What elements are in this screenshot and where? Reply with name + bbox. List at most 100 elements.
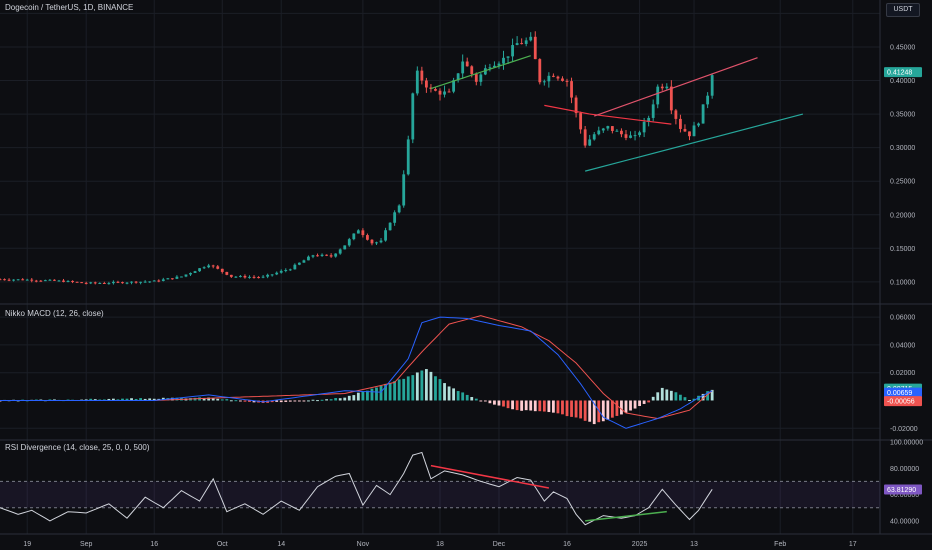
candle-body[interactable]: [75, 281, 79, 283]
candle-body[interactable]: [53, 279, 56, 281]
candle-body[interactable]: [89, 282, 93, 284]
candle-body[interactable]: [25, 279, 29, 281]
candle-body[interactable]: [574, 97, 578, 114]
candle-body[interactable]: [470, 66, 474, 75]
candle-body[interactable]: [366, 235, 369, 240]
candle-body[interactable]: [311, 255, 315, 257]
candle-body[interactable]: [415, 70, 419, 94]
candle-body[interactable]: [121, 282, 124, 284]
candle-body[interactable]: [551, 75, 555, 77]
trendline[interactable]: [589, 113, 672, 125]
candle-body[interactable]: [48, 279, 52, 281]
candle-body[interactable]: [601, 128, 605, 131]
candle-body[interactable]: [198, 268, 201, 272]
candle-body[interactable]: [533, 36, 537, 60]
candle-body[interactable]: [538, 59, 542, 83]
candle-body[interactable]: [688, 131, 691, 137]
candle-body[interactable]: [547, 75, 551, 82]
candle-body[interactable]: [62, 280, 65, 282]
candle-body[interactable]: [134, 281, 138, 283]
candle-body[interactable]: [511, 45, 514, 57]
candle-body[interactable]: [701, 104, 705, 124]
candle-body[interactable]: [161, 279, 165, 282]
candle-body[interactable]: [656, 86, 660, 105]
candle-body[interactable]: [642, 121, 646, 133]
candle-body[interactable]: [406, 139, 410, 175]
candle-body[interactable]: [297, 262, 301, 265]
candle-body[interactable]: [252, 276, 256, 278]
candle-body[interactable]: [706, 95, 710, 105]
rsi-pane[interactable]: [0, 451, 880, 526]
candle-body[interactable]: [629, 135, 632, 138]
trendline[interactable]: [544, 104, 590, 115]
candle-body[interactable]: [248, 276, 251, 278]
candle-body[interactable]: [302, 260, 306, 263]
candle-body[interactable]: [570, 81, 573, 98]
candle-body[interactable]: [307, 256, 310, 261]
candle-body[interactable]: [692, 125, 696, 137]
candle-body[interactable]: [320, 254, 324, 256]
candle-body[interactable]: [502, 57, 505, 64]
candle-body[interactable]: [57, 280, 61, 282]
candle-body[interactable]: [597, 130, 601, 135]
candle-body[interactable]: [610, 126, 614, 131]
trendline[interactable]: [594, 57, 758, 117]
candle-body[interactable]: [651, 104, 655, 118]
candle-body[interactable]: [243, 275, 247, 278]
candle-body[interactable]: [434, 89, 437, 91]
candle-body[interactable]: [184, 274, 188, 277]
candle-body[interactable]: [402, 174, 406, 206]
candle-body[interactable]: [239, 275, 242, 277]
trendline[interactable]: [430, 55, 531, 90]
candle-body[interactable]: [520, 43, 524, 45]
candle-body[interactable]: [43, 280, 47, 282]
candle-body[interactable]: [170, 278, 174, 280]
candle-body[interactable]: [592, 134, 596, 140]
candle-body[interactable]: [34, 280, 38, 282]
candle-body[interactable]: [583, 129, 587, 146]
candle-body[interactable]: [515, 43, 519, 46]
candle-body[interactable]: [279, 270, 283, 273]
candle-body[interactable]: [506, 56, 510, 58]
trendline[interactable]: [585, 113, 804, 172]
candle-body[interactable]: [107, 283, 111, 285]
candle-body[interactable]: [257, 277, 260, 279]
candle-body[interactable]: [456, 73, 460, 81]
candle-body[interactable]: [497, 63, 501, 66]
candle-body[interactable]: [397, 205, 401, 213]
candle-body[interactable]: [370, 239, 374, 244]
candle-body[interactable]: [130, 281, 133, 283]
candle-body[interactable]: [284, 270, 288, 272]
candle-body[interactable]: [7, 279, 11, 281]
candle-body[interactable]: [352, 233, 356, 240]
candle-body[interactable]: [66, 280, 70, 282]
candle-body[interactable]: [12, 279, 16, 281]
candle-body[interactable]: [375, 242, 378, 244]
candle-body[interactable]: [175, 276, 179, 279]
candle-body[interactable]: [116, 281, 120, 283]
candle-body[interactable]: [220, 268, 224, 272]
candle-body[interactable]: [565, 80, 569, 82]
candle-body[interactable]: [229, 274, 233, 277]
candle-body[interactable]: [524, 40, 528, 44]
price-pane[interactable]: [0, 31, 804, 285]
candle-body[interactable]: [388, 222, 392, 231]
candle-body[interactable]: [488, 67, 492, 69]
candle-body[interactable]: [316, 255, 319, 257]
candle-body[interactable]: [679, 118, 682, 129]
candle-body[interactable]: [39, 280, 43, 282]
candle-body[interactable]: [325, 254, 329, 256]
candle-body[interactable]: [424, 80, 428, 88]
divergence-line[interactable]: [430, 464, 550, 489]
currency-button[interactable]: USDT: [886, 3, 920, 17]
candle-body[interactable]: [16, 279, 20, 281]
candle-body[interactable]: [356, 230, 360, 234]
candle-body[interactable]: [125, 282, 129, 284]
candle-body[interactable]: [638, 132, 641, 136]
candle-body[interactable]: [84, 282, 88, 284]
candle-body[interactable]: [493, 65, 496, 68]
candle-body[interactable]: [216, 266, 220, 269]
candle-body[interactable]: [347, 239, 351, 246]
candle-body[interactable]: [3, 279, 6, 281]
